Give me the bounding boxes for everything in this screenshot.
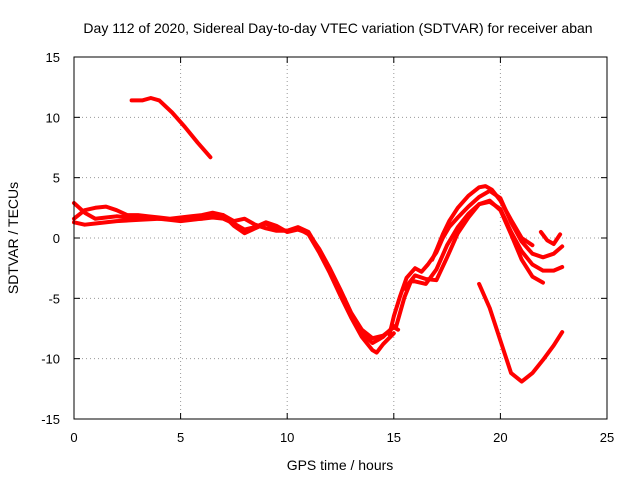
series-line-track-8 bbox=[430, 184, 535, 262]
y-tick-label: -15 bbox=[41, 412, 60, 427]
series-line-track-4 bbox=[72, 215, 401, 341]
y-tick-label: 10 bbox=[46, 110, 60, 125]
x-tick-label: 15 bbox=[387, 430, 401, 445]
series-line-track-10 bbox=[538, 230, 563, 246]
x-tick-label: 25 bbox=[600, 430, 614, 445]
series-line-track-9 bbox=[477, 281, 565, 384]
x-tick-label: 5 bbox=[177, 430, 184, 445]
y-tick-label: -5 bbox=[48, 291, 60, 306]
y-tick-label: 15 bbox=[46, 50, 60, 65]
x-axis-label: GPS time / hours bbox=[287, 457, 394, 473]
series-line-track-5 bbox=[387, 188, 565, 337]
series-line-track-7 bbox=[402, 199, 565, 291]
y-axis-label: SDTVAR / TECUs bbox=[5, 182, 21, 294]
series-group bbox=[72, 96, 565, 384]
chart-title: Day 112 of 2020, Sidereal Day-to-day VTE… bbox=[83, 20, 592, 36]
x-tick-label: 20 bbox=[493, 430, 507, 445]
x-tick-label: 0 bbox=[70, 430, 77, 445]
series-line-track-1 bbox=[129, 96, 213, 160]
axis-ticks: 0 5 10 15 20 25 15 10 5 0 -5 -10 -15 bbox=[41, 50, 614, 445]
y-tick-label: 5 bbox=[53, 171, 60, 186]
x-tick-label: 10 bbox=[280, 430, 294, 445]
y-tick-label: -10 bbox=[41, 352, 60, 367]
y-tick-label: 0 bbox=[53, 231, 60, 246]
series-line-track-6 bbox=[393, 198, 545, 330]
